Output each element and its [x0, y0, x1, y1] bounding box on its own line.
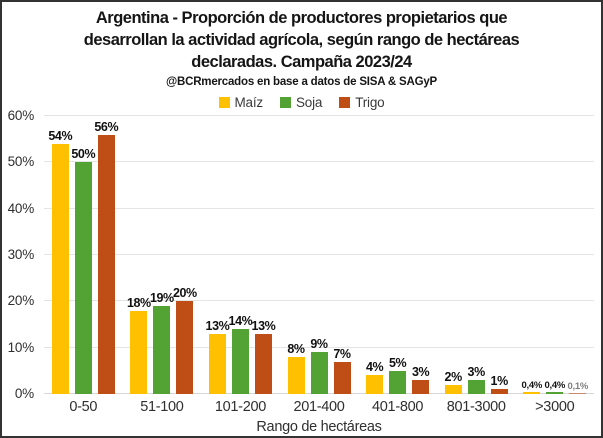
chart-title: Argentina - Proporción de productores pr… [2, 7, 601, 73]
bar-groups: 54% 50% 56% 18% 19% 20% 13% 14% 13% 8% 9% 7% 4% 5% 3% 2… [44, 116, 594, 394]
legend-swatch-soja [279, 97, 291, 108]
gridline [44, 300, 594, 302]
bar-trigo-8013000: 1% [491, 374, 508, 394]
chart-subtitle: @BCRmercados en base a datos de SISA & S… [165, 76, 438, 88]
bar-value-label: 8% [287, 341, 305, 356]
bar-soja-201400: 9% [310, 337, 328, 394]
legend-label: Maíz [234, 95, 264, 110]
legend-item-soja: Soja [279, 95, 323, 110]
bar-trigo-101200: 13% [252, 319, 276, 394]
bar-value-label: 3% [467, 365, 486, 380]
bar-value-label: 18% [126, 295, 151, 310]
x-tick-label-51100: 51-100 [140, 399, 184, 415]
bar-maiz-8013000: 2% [445, 370, 462, 394]
bar-group-401800: 4% 5% 3% [358, 116, 437, 394]
bar-value-label: 3% [411, 365, 430, 380]
legend-item-maiz: Maíz [218, 95, 264, 110]
bar-value-label: 14% [228, 314, 253, 329]
x-tick-label-050: 0-50 [69, 399, 98, 415]
chart-area: 0% 10% 20% 30% 40% 50% 60% 54% 50% 56% 18% 19% 20% 13… [2, 108, 601, 435]
y-tick-label: 20% [7, 293, 35, 309]
y-tick-label: 50% [7, 154, 35, 170]
bar-value-label: 56% [94, 119, 119, 134]
bar-value-label: 7% [333, 346, 351, 361]
bar-group-51100: 18% 19% 20% [123, 116, 202, 394]
x-tick-label-8013000: 801-3000 [446, 399, 506, 415]
bar-value-label: 54% [48, 128, 73, 143]
bar-trigo-51100: 20% [173, 286, 197, 394]
legend-swatch-trigo [339, 97, 351, 108]
y-tick-label: 30% [7, 247, 35, 262]
bar-maiz-050: 54% [48, 129, 73, 394]
bar-soja-101200: 14% [229, 314, 253, 394]
gridline [44, 161, 594, 163]
y-tick-label: 60% [7, 108, 35, 123]
bar-value-label: 0,4% [544, 380, 566, 392]
bar-value-label: 0,1% [567, 381, 589, 392]
x-tick-label-3000: >3000 [535, 399, 575, 415]
legend-label: Soja [295, 95, 323, 110]
bar-soja-3000: 0,4% [545, 380, 565, 394]
bar-value-label: 2% [444, 369, 463, 384]
gridline [44, 115, 594, 116]
bar-value-label: 50% [71, 147, 96, 162]
bar-group-3000: 0,4% 0,4% 0,1% [515, 116, 594, 394]
x-tick-label-201400: 201-400 [293, 399, 345, 415]
bar-value-label: 1% [490, 374, 509, 389]
bar-group-050: 54% 50% 56% [44, 116, 123, 394]
bar-group-101200: 13% 14% 13% [201, 116, 280, 394]
y-tick-label: 10% [7, 339, 35, 355]
bar-group-201400: 8% 9% 7% [280, 116, 359, 394]
legend-item-trigo: Trigo [339, 95, 385, 110]
bar-maiz-201400: 8% [287, 342, 305, 394]
bar-value-label: 20% [172, 286, 197, 301]
gridline [44, 254, 594, 255]
gridline [44, 346, 594, 348]
y-tick-label: 0% [14, 386, 34, 401]
bar-value-label: 5% [388, 355, 407, 370]
bar-trigo-3000: 0,1% [568, 381, 588, 394]
legend: Maíz Soja Trigo [2, 95, 601, 110]
bar-value-label: 0,4% [521, 380, 543, 392]
bar-maiz-51100: 18% [127, 296, 151, 394]
bar-soja-51100: 19% [150, 291, 174, 394]
gridline [44, 207, 594, 209]
bar-maiz-101200: 13% [206, 319, 230, 394]
x-axis-title: Rango de hectáreas [256, 419, 382, 435]
bar-trigo-050: 56% [94, 120, 119, 394]
x-axis-labels: 0-50 51-100 101-200 201-400 401-800 801-3000 >… [44, 399, 594, 417]
x-tick-label-401800: 401-800 [372, 399, 424, 415]
bar-soja-8013000: 3% [468, 365, 485, 394]
legend-label: Trigo [355, 95, 385, 110]
bar-trigo-401800: 3% [412, 365, 430, 394]
bar-value-label: 19% [149, 290, 174, 305]
bar-maiz-3000: 0,4% [522, 380, 542, 394]
bar-group-8013000: 2% 3% 1% [437, 116, 516, 394]
legend-swatch-maiz [218, 97, 230, 108]
bar-value-label: 13% [251, 318, 276, 333]
title-line-3: declaradas. Campaña 2023/24 [191, 53, 412, 71]
bar-soja-401800: 5% [389, 356, 407, 394]
y-tick-label: 40% [7, 200, 35, 216]
bar-value-label: 9% [310, 337, 328, 352]
title-line-1: Argentina - Proporción de productores pr… [95, 9, 508, 27]
bar-maiz-401800: 4% [366, 360, 384, 394]
bar-soja-050: 50% [71, 147, 96, 394]
title-line-2: desarrollan la actividad agrícola, según… [83, 31, 520, 49]
bar-value-label: 4% [365, 360, 384, 375]
bar-value-label: 13% [205, 318, 230, 333]
bar-trigo-201400: 7% [333, 347, 351, 394]
plot-area: 0% 10% 20% 30% 40% 50% 60% 54% 50% 56% 18% 19% 20% 13… [8, 108, 594, 401]
x-tick-label-101200: 101-200 [214, 399, 266, 415]
